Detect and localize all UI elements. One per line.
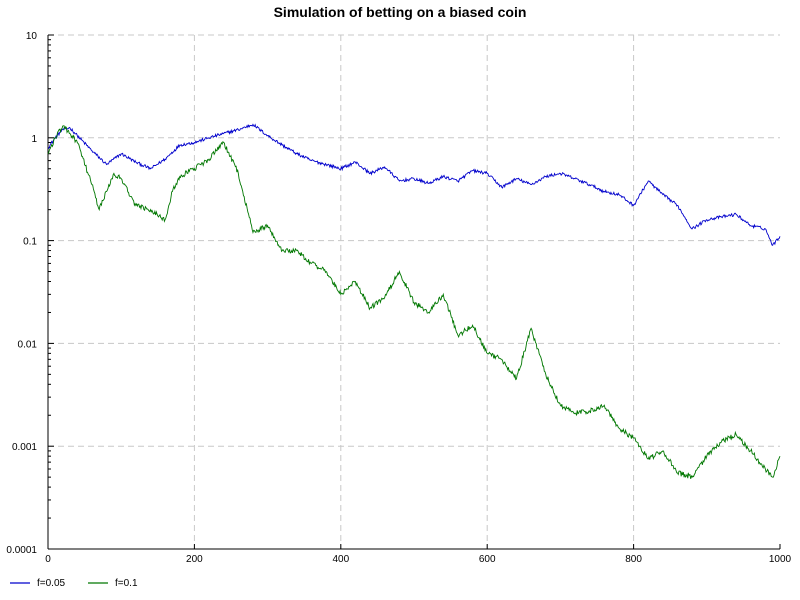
x-tick-label: 600 — [479, 554, 496, 565]
x-tick-label: 1000 — [769, 554, 792, 565]
y-tick-label: 0.0001 — [6, 545, 37, 556]
y-tick-label: 0.001 — [12, 442, 37, 453]
y-tick-label: 0.01 — [18, 339, 38, 350]
series-lines — [47, 123, 781, 479]
y-tick-label: 0.1 — [23, 237, 37, 248]
grid-lines — [48, 34, 780, 549]
plot-frame — [47, 34, 781, 550]
legend-label-1: f=0.05 — [37, 578, 66, 589]
x-tick-label: 400 — [332, 554, 349, 565]
y-tick-label: 1 — [31, 134, 37, 145]
series-line-2 — [47, 125, 781, 479]
chart-title: Simulation of betting on a biased coin — [274, 4, 527, 20]
y-tick-label: 10 — [26, 31, 38, 42]
series-line-1 — [47, 123, 781, 246]
tick-labels: 0 200 400 600 800 1000 10 1 0.1 0.01 0.001 0.0001 — [6, 31, 791, 565]
legend-label-2: f=0.1 — [115, 578, 138, 589]
legend: f=0.05 f=0.1 — [10, 578, 138, 589]
x-tick-label: 200 — [186, 554, 203, 565]
x-tick-label: 800 — [625, 554, 642, 565]
x-tick-label: 0 — [45, 554, 51, 565]
